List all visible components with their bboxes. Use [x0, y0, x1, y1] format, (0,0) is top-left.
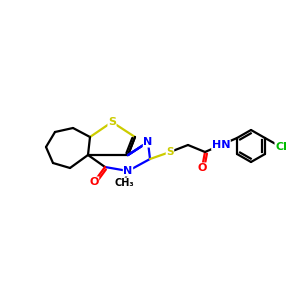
- Text: S: S: [108, 117, 116, 127]
- Text: Cl: Cl: [275, 142, 287, 152]
- Text: N: N: [143, 137, 153, 147]
- Text: O: O: [89, 177, 99, 187]
- Text: N: N: [123, 166, 133, 176]
- Text: CH₃: CH₃: [114, 178, 134, 188]
- Text: O: O: [197, 163, 207, 173]
- Text: S: S: [166, 147, 174, 157]
- Text: HN: HN: [212, 140, 230, 150]
